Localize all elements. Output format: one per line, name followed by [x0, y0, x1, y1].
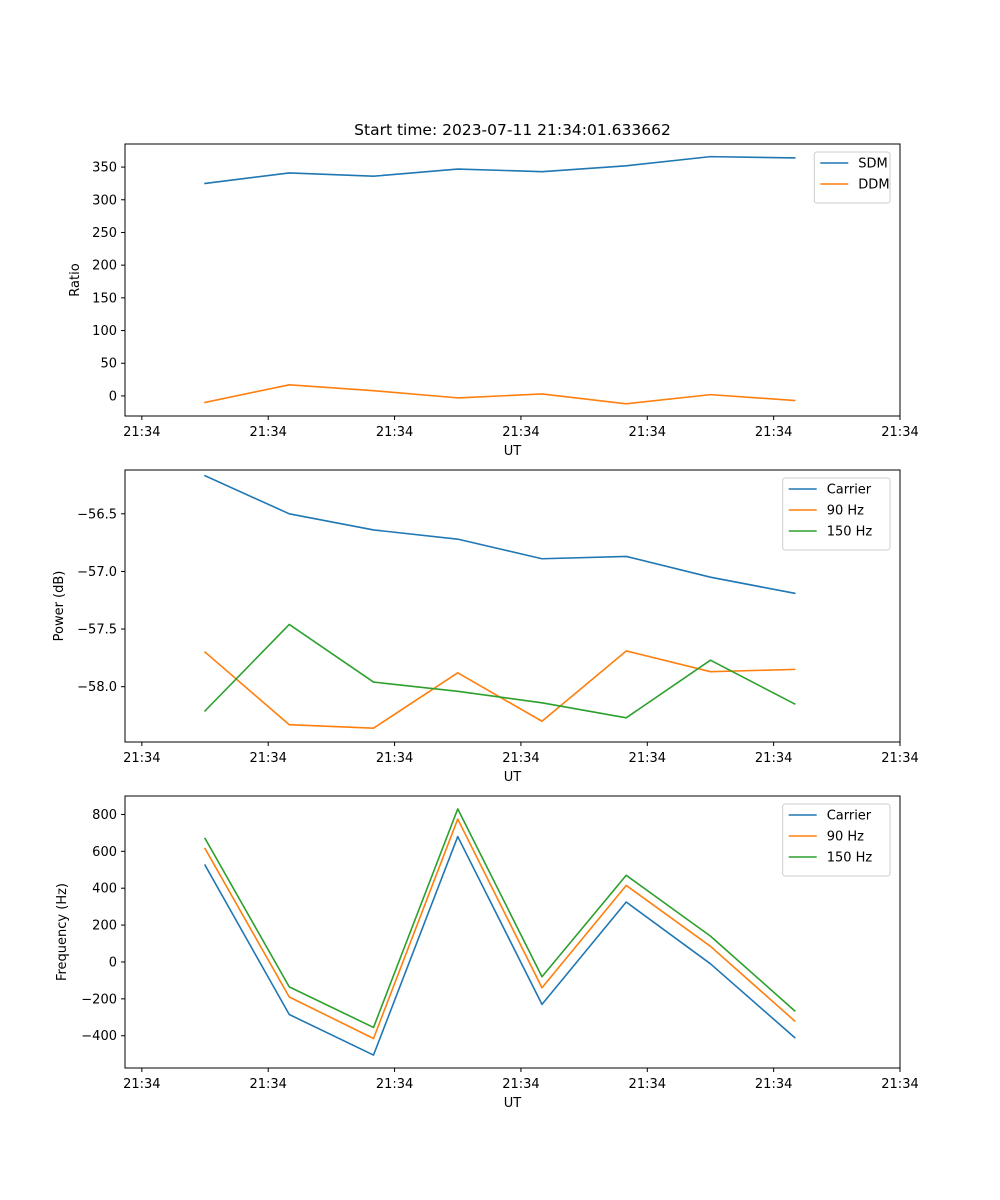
- plot-frame: [124, 795, 901, 1069]
- y-tick-label: −56.5: [77, 507, 117, 522]
- series-line-150-hz: [203, 808, 796, 1029]
- legend-label: 150 Hz: [827, 525, 873, 540]
- figure-title: Start time: 2023-07-11 21:34:01.633662: [354, 121, 671, 139]
- x-tick-label: 21:34: [249, 751, 286, 766]
- x-tick-label: 21:34: [123, 1077, 160, 1092]
- x-tick-label: 21:34: [376, 751, 413, 766]
- y-tick-label: 100: [92, 324, 117, 339]
- series-line-90-hz: [203, 818, 796, 1040]
- y-tick-label: 600: [92, 845, 117, 860]
- x-tick-label: 21:34: [249, 1077, 286, 1092]
- legend-label: Carrier: [827, 483, 872, 498]
- y-tick-label: 0: [109, 389, 117, 404]
- legend: SDM DDM: [813, 151, 891, 204]
- series-line-ddm: [204, 384, 796, 405]
- frequency-panel: 21:34 21:34 21:34 21:34 21:34 21:34 21:34 800 60…: [55, 795, 919, 1111]
- y-tick-label: 350: [92, 161, 117, 176]
- y-tick-label: 150: [92, 291, 117, 306]
- plot-frame: [124, 469, 901, 743]
- x-tick-label: 21:34: [629, 1077, 666, 1092]
- x-axis-label: UT: [504, 444, 522, 459]
- y-axis-label: Frequency (Hz): [55, 883, 70, 981]
- legend-label: 90 Hz: [827, 830, 864, 845]
- y-tick-label: 250: [92, 226, 117, 241]
- y-tick-label: 800: [92, 808, 117, 823]
- series-line-150-hz: [203, 623, 796, 719]
- x-tick-label: 21:34: [249, 425, 286, 440]
- x-tick-label: 21:34: [376, 425, 413, 440]
- legend-label: Carrier: [827, 809, 872, 824]
- x-tick-label: 21:34: [629, 751, 666, 766]
- y-axis-label: Power (dB): [52, 571, 67, 642]
- x-tick-label: 21:34: [755, 425, 792, 440]
- legend-frame: [782, 477, 891, 551]
- x-axis-label: UT: [504, 1096, 522, 1111]
- series-line-sdm: [204, 155, 796, 185]
- y-tick-label: −58.0: [77, 680, 117, 695]
- x-tick-label: 21:34: [881, 1077, 918, 1092]
- legend: Carrier 90 Hz 150 Hz: [782, 803, 891, 877]
- x-tick-label: 21:34: [502, 751, 539, 766]
- legend-label: DDM: [858, 178, 889, 193]
- y-tick-label: 300: [92, 193, 117, 208]
- y-tick-label: 0: [109, 955, 117, 970]
- legend-label: 90 Hz: [827, 504, 864, 519]
- legend-label: 150 Hz: [827, 851, 873, 866]
- x-tick-label: 21:34: [629, 425, 666, 440]
- y-tick-label: −200: [81, 992, 117, 1007]
- legend-frame: [782, 803, 891, 877]
- x-tick-label: 21:34: [755, 1077, 792, 1092]
- y-tick-label: −57.0: [77, 565, 117, 580]
- x-tick-label: 21:34: [123, 425, 160, 440]
- y-axis-label: Ratio: [68, 263, 83, 296]
- y-tick-label: 400: [92, 882, 117, 897]
- x-axis-label: UT: [504, 770, 522, 785]
- y-tick-label: −57.5: [77, 623, 117, 638]
- x-tick-label: 21:34: [502, 425, 539, 440]
- x-tick-label: 21:34: [881, 425, 918, 440]
- legend: Carrier 90 Hz 150 Hz: [782, 477, 891, 551]
- x-tick-label: 21:34: [881, 751, 918, 766]
- y-tick-label: 50: [100, 357, 117, 372]
- plot-frame: [124, 143, 901, 417]
- ratio-panel: 21:34 21:34 21:34 21:34 21:34 21:34 21:34 0 50 10…: [68, 143, 919, 459]
- x-tick-label: 21:34: [123, 751, 160, 766]
- x-tick-label: 21:34: [755, 751, 792, 766]
- x-tick-label: 21:34: [502, 1077, 539, 1092]
- y-tick-label: 200: [92, 259, 117, 274]
- y-tick-label: −400: [81, 1029, 117, 1044]
- power-panel: 21:34 21:34 21:34 21:34 21:34 21:34 21:34 −56.5…: [52, 469, 919, 785]
- legend-frame: [813, 151, 891, 204]
- series-line-carrier: [203, 835, 796, 1056]
- series-line-carrier: [203, 474, 796, 595]
- legend-label: SDM: [858, 157, 887, 172]
- x-tick-label: 21:34: [376, 1077, 413, 1092]
- y-tick-label: 200: [92, 919, 117, 934]
